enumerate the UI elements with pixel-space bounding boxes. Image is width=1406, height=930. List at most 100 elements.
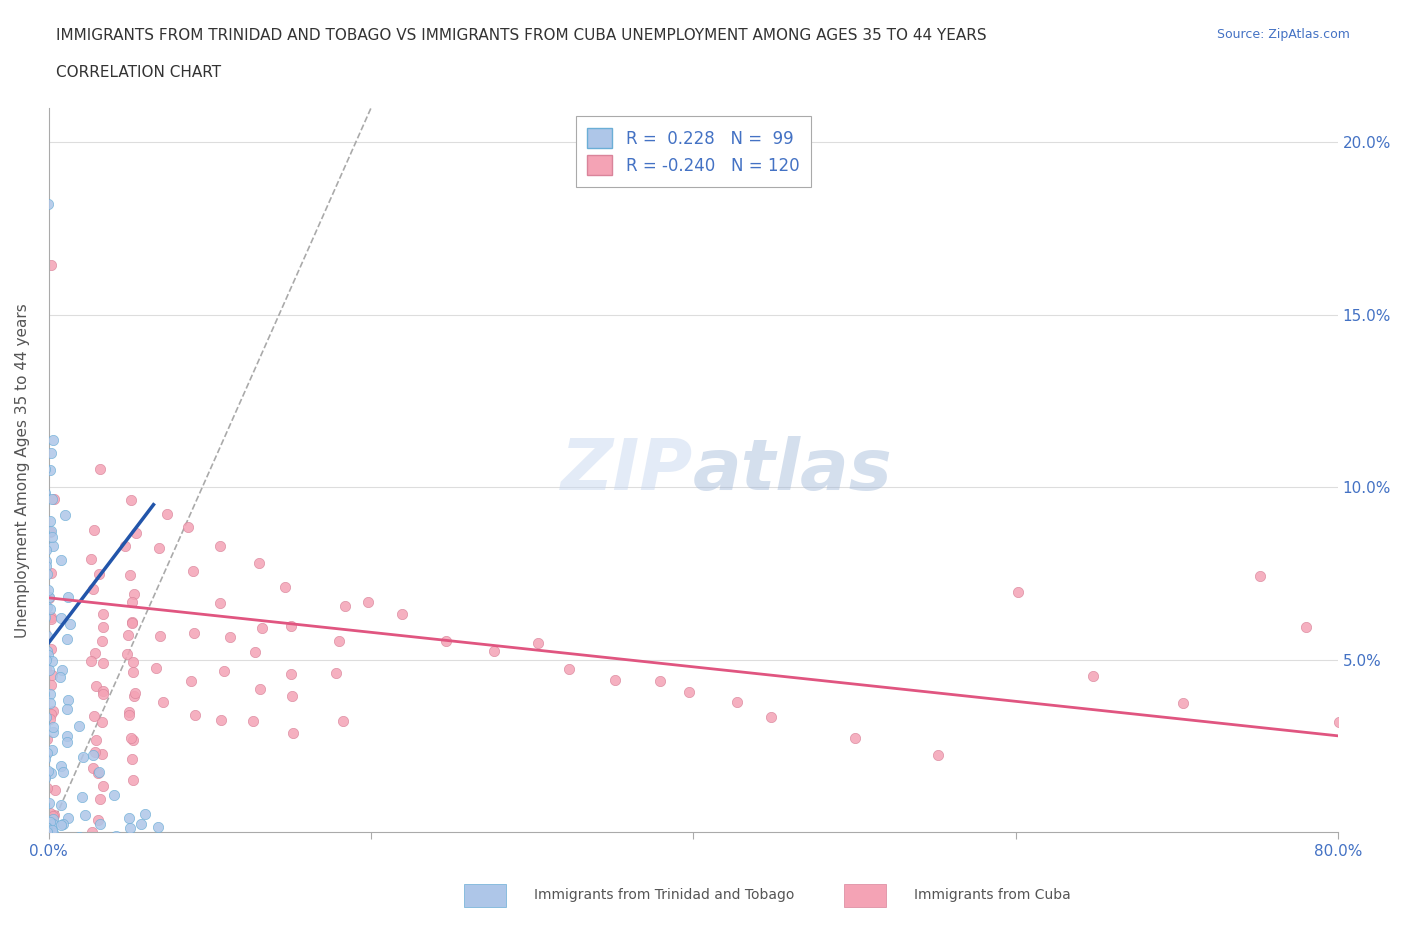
Point (34, 686, 56, 701)
Point (39, 258, 62, 272)
Point (39, 525, 62, 539)
Point (219, 630, 242, 644)
Point (281, 688, 304, 703)
Point (38, 822, 60, 837)
Point (34, 771, 56, 786)
Point (35, 819, 58, 834)
Point (89, 462, 111, 477)
Point (155, 506, 177, 521)
Point (34, 719, 56, 734)
Point (180, 674, 202, 689)
Point (51, 662, 73, 677)
Point (41, 654, 63, 669)
Point (37, 764, 59, 778)
Point (129, 817, 152, 831)
Point (37, 648, 59, 663)
Point (91, 607, 114, 622)
Point (69, 830, 91, 845)
Point (333, 599, 356, 614)
Point (42, 724, 65, 739)
Point (38, 712, 60, 727)
Point (82, 582, 104, 597)
Point (35, 629, 58, 644)
Point (37, 196, 59, 211)
Point (328, 633, 350, 648)
Point (58, 811, 80, 826)
Point (527, 635, 550, 650)
Point (90, 714, 112, 729)
Point (42, 492, 65, 507)
Point (35, 661, 58, 676)
Point (332, 713, 354, 728)
Point (1007, 585, 1029, 600)
Point (149, 629, 172, 644)
Point (42, 807, 65, 822)
Point (38, 834, 60, 849)
Point (250, 620, 273, 635)
Text: Immigrants from Trinidad and Tobago: Immigrants from Trinidad and Tobago (534, 888, 794, 902)
Point (49, 817, 72, 832)
Point (84, 733, 107, 748)
Point (42, 719, 65, 734)
Point (212, 664, 235, 679)
Point (42, 832, 65, 847)
Point (184, 708, 207, 723)
Point (39, 806, 62, 821)
Point (118, 568, 141, 583)
Point (122, 732, 145, 747)
Point (41, 530, 63, 545)
Text: Immigrants from Cuba: Immigrants from Cuba (914, 888, 1070, 902)
Point (52, 817, 75, 831)
Y-axis label: Unemployment Among Ages 35 to 44 years: Unemployment Among Ages 35 to 44 years (15, 303, 30, 638)
Point (80, 825, 103, 840)
Point (42, 538, 65, 553)
Point (83, 745, 105, 760)
Point (35, 745, 58, 760)
Point (49, 670, 72, 684)
Point (38, 696, 60, 711)
Point (35, 823, 58, 838)
Point (35, 819, 58, 834)
Point (34, 751, 56, 766)
Point (49, 758, 72, 773)
Point (1295, 619, 1317, 634)
Point (41, 825, 63, 840)
Point (120, 731, 142, 746)
Point (52, 764, 75, 779)
Point (183, 626, 205, 641)
Point (56, 693, 79, 708)
Point (34, 553, 56, 568)
Point (35, 830, 58, 844)
Point (177, 520, 200, 535)
Point (35, 822, 58, 837)
Point (1171, 696, 1194, 711)
Point (37, 644, 59, 658)
Point (39, 609, 62, 624)
Point (56, 590, 79, 604)
Point (34, 647, 56, 662)
Point (51, 552, 73, 567)
Point (37, 828, 59, 843)
Point (35, 731, 58, 746)
Point (91, 686, 114, 701)
Point (37, 780, 59, 795)
Point (56, 728, 79, 743)
Point (41, 812, 63, 827)
Point (87, 812, 110, 827)
Point (39, 677, 62, 692)
Point (67, 830, 90, 844)
Point (41, 668, 63, 683)
Point (32, 797, 55, 812)
Point (120, 492, 142, 507)
Point (249, 682, 271, 697)
Point (725, 694, 748, 709)
Point (87, 567, 110, 582)
Point (122, 654, 145, 669)
Point (58, 616, 80, 631)
Point (56, 631, 79, 646)
Point (648, 673, 671, 688)
Point (82, 760, 104, 775)
Point (678, 684, 700, 699)
Point (35, 820, 58, 835)
Point (35, 653, 58, 668)
